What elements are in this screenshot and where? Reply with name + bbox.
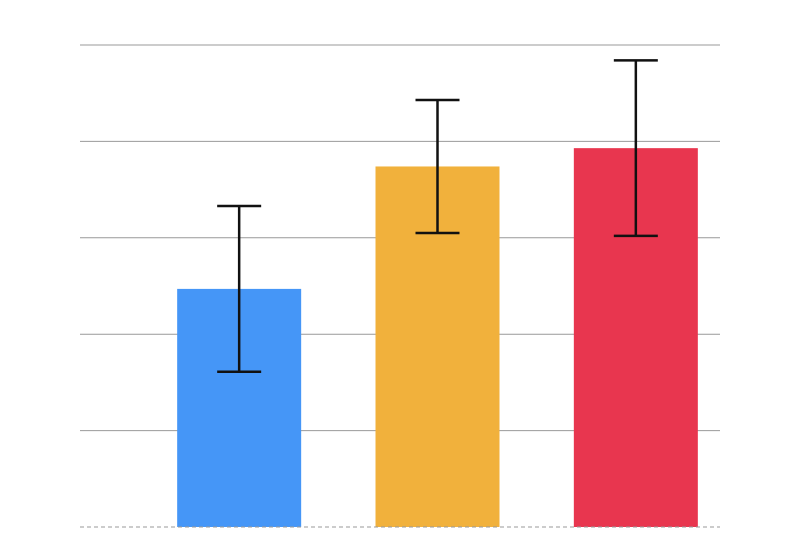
error-bar [415,98,460,235]
error-bar [217,204,262,374]
error-bar [613,59,658,238]
